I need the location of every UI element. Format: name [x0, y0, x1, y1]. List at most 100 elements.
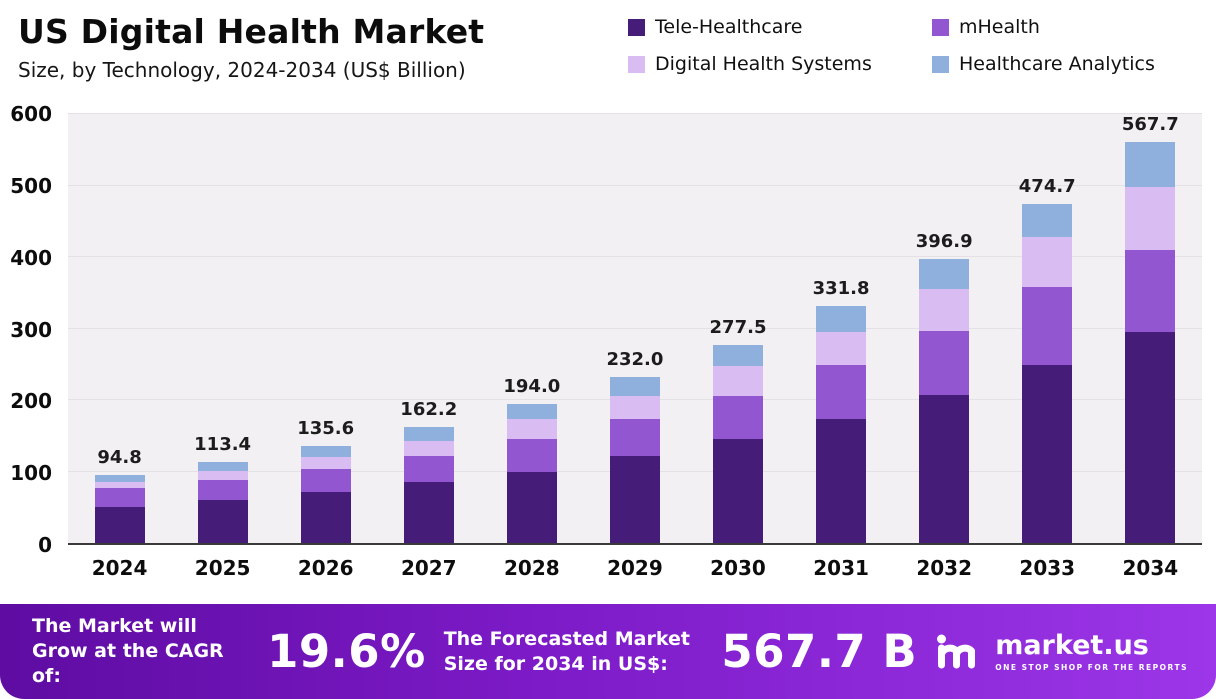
gridline: [68, 256, 1202, 258]
x-tick-label: 2025: [194, 556, 251, 580]
bar-total-label: 162.2: [400, 399, 458, 421]
legend-swatch-icon: [932, 18, 949, 36]
forecast-label: The Forecasted Market Size for 2034 in U…: [443, 627, 690, 675]
x-tick-label: 2034: [1122, 556, 1179, 580]
bar-segment-digital-health-systems: [609, 396, 660, 419]
bar-segment-tele-healthcare: [816, 419, 867, 543]
legend-item-0: Tele-Healthcare: [628, 16, 928, 38]
bar-segment-digital-health-systems: [1125, 187, 1176, 250]
bar-segment-digital-health-systems: [94, 481, 145, 488]
bars-container: 94.8 113.4 135.6 162.2 194.0 232.0 277.5 331.8 3…: [68, 114, 1202, 544]
bar-total-label: 94.8: [97, 447, 142, 469]
bar-stack: [919, 259, 970, 543]
bar-stack: [713, 344, 763, 543]
y-axis: 0 100 200 300 400 500 600: [0, 102, 58, 557]
x-tick-label: 2026: [297, 556, 354, 580]
bar-segment-healthcare-analytics: [1022, 203, 1073, 237]
bar-total-label: 113.4: [194, 433, 252, 455]
bar-segment-mhealth: [713, 395, 763, 440]
bar-total-label: 135.6: [297, 418, 355, 440]
x-tick-label: 2033: [1019, 556, 1076, 580]
x-tick-label: 2027: [400, 556, 457, 580]
bar-stack: [300, 446, 351, 544]
legend-item-2: Digital Health Systems: [628, 53, 928, 75]
bar-segment-healthcare-analytics: [713, 344, 763, 366]
forecast-value: 567.7 B: [721, 625, 918, 678]
bar-segment-healthcare-analytics: [403, 427, 454, 441]
x-tick-label: 2032: [916, 556, 972, 580]
bar-segment-tele-healthcare: [300, 491, 351, 544]
legend-swatch-icon: [932, 55, 949, 73]
legend-label: Healthcare Analytics: [959, 53, 1155, 75]
y-tick-label: 100: [10, 461, 52, 486]
bar-segment-digital-health-systems: [300, 457, 351, 470]
y-tick-label: 600: [10, 102, 52, 126]
bar-segment-mhealth: [1022, 287, 1073, 365]
bar-segment-digital-health-systems: [816, 332, 867, 365]
bar-segment-healthcare-analytics: [197, 461, 248, 471]
y-tick-label: 200: [10, 389, 52, 414]
bar-segment-healthcare-analytics: [816, 305, 867, 333]
bar-segment-mhealth: [1125, 249, 1176, 332]
bar-group-2028: 194.0: [480, 114, 583, 543]
bar-segment-mhealth: [919, 330, 970, 395]
bar-segment-healthcare-analytics: [506, 404, 557, 419]
legend-label: mHealth: [959, 16, 1040, 38]
x-tick-label: 2030: [710, 556, 766, 580]
bar-segment-mhealth: [403, 455, 454, 483]
y-tick-label: 400: [10, 245, 52, 270]
bar-total-label: 232.0: [606, 349, 664, 371]
x-axis: 2024 2025 2026 2027 2028 2029 2030 2031 2032 2033…: [68, 556, 1202, 580]
bar-segment-mhealth: [816, 364, 867, 420]
x-tick-label: 2028: [504, 556, 560, 580]
y-tick-label: 500: [10, 173, 52, 198]
bar-segment-digital-health-systems: [1022, 236, 1073, 288]
bar-segment-tele-healthcare: [197, 500, 248, 543]
brand-name: market.us: [995, 629, 1149, 661]
bar-group-2034: 567.7: [1099, 114, 1202, 543]
bar-stack: [1125, 142, 1176, 543]
x-tick-label: 2029: [607, 556, 663, 580]
bar-segment-digital-health-systems: [506, 418, 557, 440]
bar-total-label: 194.0: [503, 376, 561, 398]
bar-segment-healthcare-analytics: [94, 475, 145, 482]
gridline: [68, 184, 1202, 186]
y-tick-label: 0: [38, 533, 52, 557]
bar-segment-digital-health-systems: [919, 289, 970, 331]
bar-segment-mhealth: [506, 439, 557, 472]
chart-title: US Digital Health Market: [18, 12, 485, 51]
bar-segment-healthcare-analytics: [919, 259, 970, 290]
bar-total-label: 277.5: [709, 316, 767, 338]
bar-group-2025: 113.4: [171, 114, 274, 543]
bar-stack: [197, 461, 248, 543]
bar-group-2024: 94.8: [68, 114, 171, 544]
bar-segment-tele-healthcare: [919, 394, 970, 543]
bar-segment-healthcare-analytics: [1125, 142, 1176, 187]
cagr-label: The Market will Grow at the CAGR of:: [32, 615, 224, 687]
cagr-value: 19.6%: [267, 625, 426, 678]
bar-total-label: 567.7: [1121, 114, 1179, 135]
bar-segment-mhealth: [94, 487, 145, 507]
bar-stack: [1022, 203, 1073, 543]
bar-segment-digital-health-systems: [713, 365, 763, 396]
bar-total-label: 474.7: [1018, 175, 1076, 197]
bar-segment-digital-health-systems: [197, 470, 248, 481]
gridline: [68, 113, 1202, 114]
legend-item-1: mHealth: [932, 16, 1155, 38]
bar-group-2029: 232.0: [583, 114, 686, 543]
bar-segment-mhealth: [609, 418, 660, 457]
gridline: [68, 327, 1202, 329]
chart-legend: Tele-Healthcare mHealth Digital Health Sys…: [628, 16, 1155, 75]
legend-item-3: Healthcare Analytics: [932, 53, 1155, 75]
bar-stack: [609, 377, 660, 543]
chart-subtitle: Size, by Technology, 2024-2034 (US$ Bill…: [18, 58, 466, 82]
bar-segment-mhealth: [300, 469, 351, 492]
bar-group-2026: 135.6: [274, 114, 377, 544]
bar-segment-mhealth: [197, 480, 248, 501]
bar-segment-tele-healthcare: [713, 439, 763, 543]
bar-segment-tele-healthcare: [403, 482, 454, 543]
bar-group-2027: 162.2: [377, 114, 480, 543]
chart-header: US Digital Health Market Size, by Techno…: [18, 12, 484, 82]
brand-block: market.us ONE STOP SHOP FOR THE REPORTS: [935, 632, 1188, 672]
